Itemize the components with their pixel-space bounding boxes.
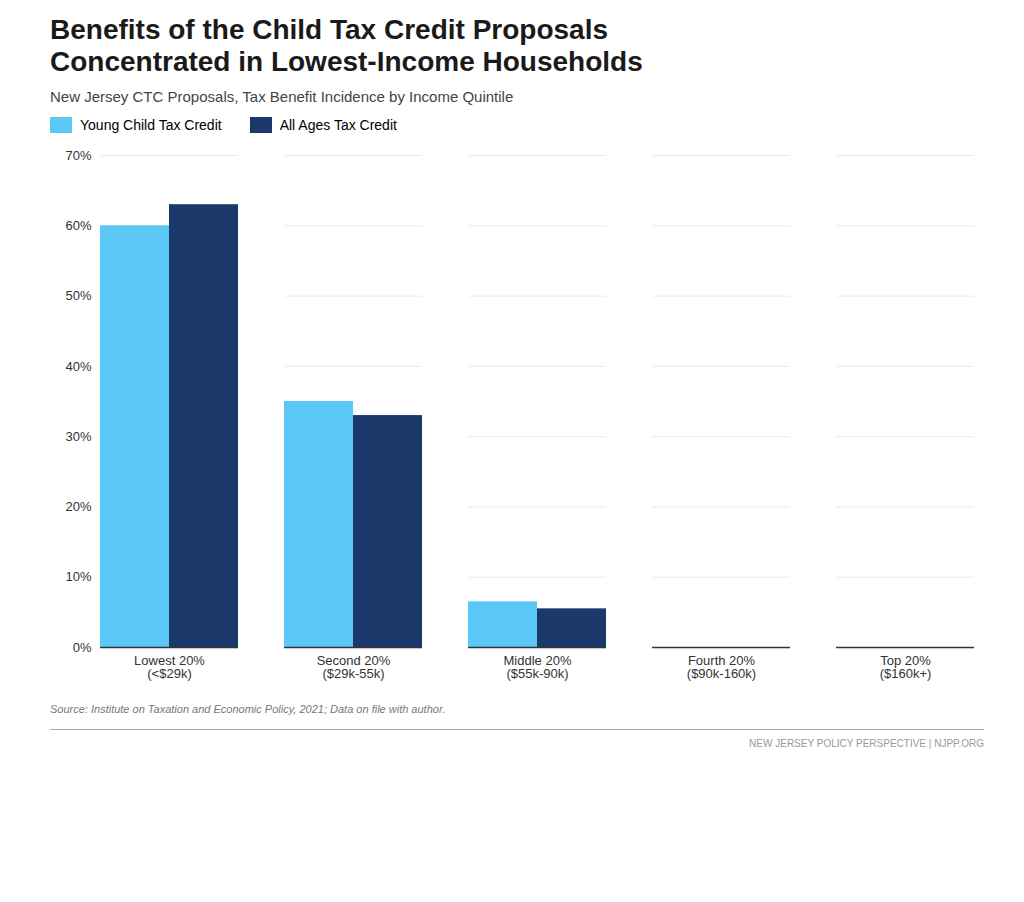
svg-text:Middle 20%($55k-90k): Middle 20%($55k-90k): [504, 653, 572, 681]
svg-text:0%: 0%: [73, 640, 92, 655]
svg-text:Fourth 20%($90k-160k): Fourth 20%($90k-160k): [687, 653, 756, 681]
svg-text:Second 20%($29k-55k): Second 20%($29k-55k): [317, 653, 391, 681]
svg-text:Lowest 20%(<$29k): Lowest 20%(<$29k): [134, 653, 205, 681]
svg-text:60%: 60%: [65, 218, 91, 233]
svg-text:30%: 30%: [65, 429, 91, 444]
svg-text:20%: 20%: [65, 499, 91, 514]
svg-text:40%: 40%: [65, 359, 91, 374]
svg-text:10%: 10%: [65, 570, 91, 585]
html-text:New Jersey CTC Proposals, Tax: New Jersey CTC Proposals, Tax Benefit In…: [50, 88, 514, 106]
svg-text:50%: 50%: [65, 289, 91, 304]
svg-text:70%: 70%: [65, 148, 91, 163]
html-text:Young Child Tax Credit: Young Child Tax Credit: [80, 117, 222, 134]
html-text:NEW JERSEY POLICY PERSPECTIVE: NEW JERSEY POLICY PERSPECTIVE | NJPP.ORG: [749, 738, 984, 750]
html-text:Source: Institute on Taxation: Source: Institute on Taxation and Econom…: [50, 703, 446, 716]
html-text:Benefits of the Child Tax Cred: Benefits of the Child Tax Credit Proposa…: [50, 14, 643, 78]
html-text:All Ages Tax Credit: All Ages Tax Credit: [279, 117, 397, 134]
svg-text:Top 20%($160k+): Top 20%($160k+): [880, 653, 932, 681]
